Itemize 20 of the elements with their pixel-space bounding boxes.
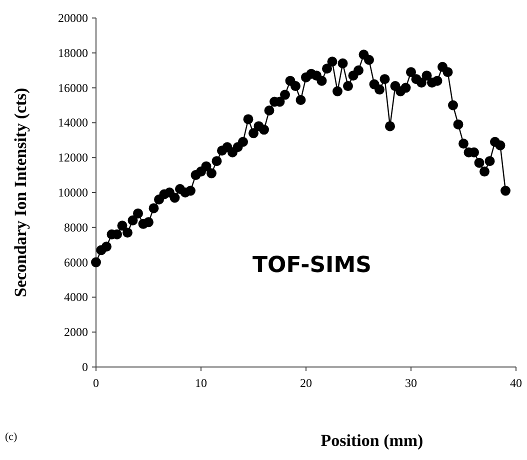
y-tick-label: 18000 bbox=[58, 46, 88, 60]
y-tick-label: 4000 bbox=[64, 290, 88, 304]
y-tick-label: 6000 bbox=[64, 255, 88, 270]
y-tick-label: 20000 bbox=[58, 11, 88, 25]
x-tick-label: 0 bbox=[93, 376, 99, 390]
annotation: TOF-SIMS bbox=[252, 253, 372, 278]
x-tick-label: 20 bbox=[300, 376, 312, 390]
y-tick-label: 2000 bbox=[64, 325, 88, 340]
y-tick-label: 14000 bbox=[58, 116, 88, 130]
y-axis-title: Secondary Ion Intensity (cts) bbox=[11, 88, 30, 298]
x-axis-title: Position (mm) bbox=[320, 431, 424, 450]
y-tick-label: 10000 bbox=[58, 186, 88, 200]
x-tick-label: 10 bbox=[195, 376, 207, 390]
y-tick-label: 16000 bbox=[58, 80, 88, 95]
x-tick-label: 30 bbox=[405, 376, 417, 390]
x-tick-label: 40 bbox=[510, 376, 522, 390]
y-tick-label: 8000 bbox=[64, 220, 88, 234]
y-tick-label: 12000 bbox=[58, 150, 88, 165]
text: (c) bbox=[5, 431, 18, 443]
y-tick-label: 0 bbox=[82, 360, 88, 374]
